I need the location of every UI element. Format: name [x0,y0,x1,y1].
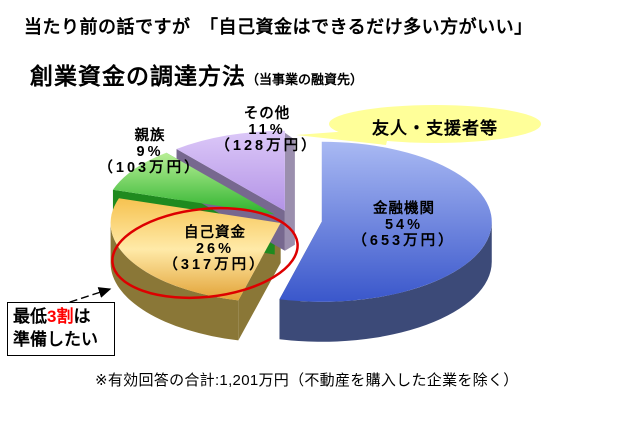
callout-ellipse [329,105,541,143]
annotation-box: 最低3割は 準備したい [7,302,115,356]
page-title-suffix: （当事業の融資先） [246,72,364,87]
slice-name: その他 [243,106,291,122]
pie-slice-rim [110,222,239,341]
annotation-text: 最低 [13,307,47,326]
slice-amount: （103万円） [98,160,202,176]
top-message: 当たり前の話ですが 「自己資金はできるだけ多い方がいい」 [24,17,533,37]
slice-pct: 26% [195,241,235,257]
pie-slice-rim [279,221,492,342]
slice-amount: （317万円） [163,257,267,273]
emphasis-ellipse [111,206,299,300]
pie-slice-top-2 [112,152,275,215]
chart-title-row: 創業資金の調達方法（当事業の融資先） [30,57,363,91]
pie-slices [110,130,492,342]
slice-amount: （128万円） [215,138,319,154]
pie-slice-top-0 [279,141,492,302]
slice-label-financial-institutions: 金融機関 54% （653万円） [319,201,489,249]
annotation-line-1: 最低3割は [13,305,109,328]
pie-slice-wall [284,132,295,251]
slice-amount: （653万円） [352,233,456,249]
slice-name: 親族 [134,128,166,144]
page-title: 創業資金の調達方法 [30,63,246,89]
slice-pct: 9% [136,144,164,160]
annotation-line-2: 準備したい [13,330,98,349]
slice-label-own-funds: 自己資金 26% （317万円） [130,225,300,273]
slice-label-other: その他 11% （128万円） [182,106,352,154]
slice-name: 金融機関 [373,201,435,217]
callout-bubble [296,105,541,145]
pie-slice-top-3 [176,130,285,211]
footnote: ※有効回答の合計:1,201万円（不動産を購入した企業を除く） [95,372,519,389]
annotation-em-text: 3割 [47,307,74,326]
slice-name: 自己資金 [184,225,246,241]
slice-pct: 11% [248,122,286,138]
callout-label: 友人・支援者等 [372,119,498,138]
slice-pct: 54% [384,217,424,233]
pie-slice-top-1 [110,198,281,301]
slice-label-relatives: 親族 9% （103万円） [65,128,235,176]
annotation-text: は [73,307,91,326]
